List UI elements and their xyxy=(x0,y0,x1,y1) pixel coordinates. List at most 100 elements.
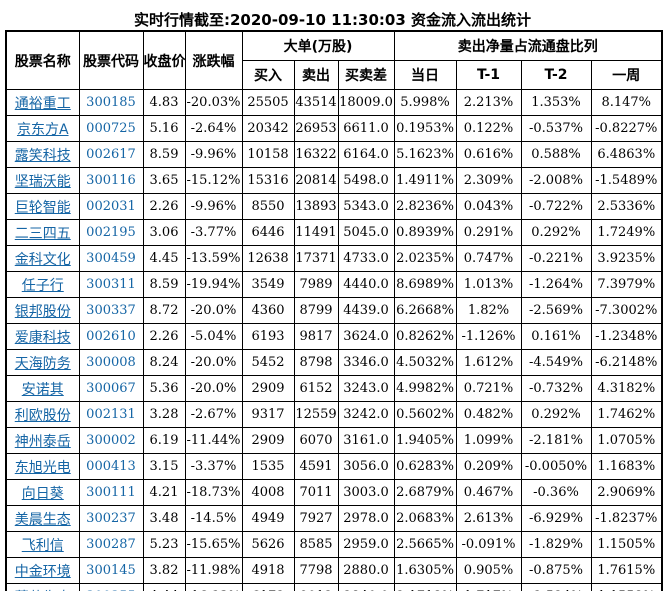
buy-volume: 1535 xyxy=(241,453,295,480)
ratio-t-2: -2.181% xyxy=(520,427,592,454)
stock-name-link[interactable]: 向日葵 xyxy=(5,479,80,506)
stock-name-link[interactable]: 金科文化 xyxy=(5,245,80,272)
stock-name-link[interactable]: 安诺其 xyxy=(5,375,80,402)
change-pct: -15.12% xyxy=(184,167,243,194)
close-price: 3.65 xyxy=(142,167,186,194)
ratio-day: 1.6305% xyxy=(393,557,457,584)
buy-sell-diff: 3346.0 xyxy=(337,349,395,376)
capital-flow-table: 股票名称 股票代码 收盘价 涨跌幅 大单(万股) 卖出净量占流通盘比列 买入 卖… xyxy=(5,30,663,591)
ratio-t-1: 0.482% xyxy=(455,401,522,428)
stock-name-link[interactable]: 京东方A xyxy=(5,115,80,142)
ratio-t-1: 0.747% xyxy=(455,245,522,272)
col-header-t-minus-2: T-2 xyxy=(520,60,592,90)
ratio-week: 1.1683% xyxy=(590,453,663,480)
stock-code: 300185 xyxy=(78,89,144,116)
table-row: 巨轮智能 002031 2.26 -9.96% 8550 13893 5343.0 2.823… xyxy=(5,193,663,220)
ratio-day: 6.2668% xyxy=(393,297,457,324)
stock-name-link[interactable]: 爱康科技 xyxy=(5,323,80,350)
close-price: 3.06 xyxy=(142,219,186,246)
close-price: 2.26 xyxy=(142,323,186,350)
buy-sell-diff: 6164.0 xyxy=(337,141,395,168)
sell-volume: 9817 xyxy=(293,323,339,350)
sell-volume: 8799 xyxy=(293,297,339,324)
ratio-t-1: 2.613% xyxy=(455,505,522,532)
stock-name-link[interactable]: 通裕重工 xyxy=(5,89,80,116)
stock-code: 002617 xyxy=(78,141,144,168)
sell-volume: 8798 xyxy=(293,349,339,376)
stock-name-link[interactable]: 露笑科技 xyxy=(5,141,80,168)
buy-volume: 25505 xyxy=(241,89,295,116)
buy-volume: 3549 xyxy=(241,271,295,298)
ratio-week: -1.8237% xyxy=(590,505,663,532)
table-row: 爱康科技 002610 2.26 -5.04% 6193 9817 3624.0 0.8262… xyxy=(5,323,663,350)
ratio-day: 2.6879% xyxy=(393,479,457,506)
table-header: 股票名称 股票代码 收盘价 涨跌幅 大单(万股) 卖出净量占流通盘比列 买入 卖… xyxy=(5,30,663,90)
buy-volume: 2909 xyxy=(241,375,295,402)
change-pct: -11.44% xyxy=(184,427,243,454)
ratio-t-2: 0.292% xyxy=(520,219,592,246)
ratio-day: 0.8262% xyxy=(393,323,457,350)
ratio-day: 0.6283% xyxy=(393,453,457,480)
ratio-day: 0.5602% xyxy=(393,401,457,428)
ratio-week: 2.9069% xyxy=(590,479,663,506)
ratio-day: 0.8939% xyxy=(393,219,457,246)
header-row-sub: 买入 卖出 买卖差 当日 T-1 T-2 一周 xyxy=(6,60,663,90)
stock-name-link[interactable]: 中金环境 xyxy=(5,557,80,584)
stock-name-link[interactable]: 巨轮智能 xyxy=(5,193,80,220)
table-row: 安诺其 300067 5.36 -20.0% 2909 6152 3243.0 4.9982%… xyxy=(5,375,663,402)
table-row: 中金环境 300145 3.82 -11.98% 4918 7798 2880.0 1.630… xyxy=(5,557,663,584)
stock-name-link[interactable]: 银邦股份 xyxy=(5,297,80,324)
sell-volume: 12559 xyxy=(293,401,339,428)
buy-volume: 5626 xyxy=(241,531,295,558)
sell-volume: 26953 xyxy=(293,115,339,142)
stock-name-link[interactable]: 东旭光电 xyxy=(5,453,80,480)
ratio-week: 2.5336% xyxy=(590,193,663,220)
stock-code: 300111 xyxy=(78,479,144,506)
stock-name-link[interactable]: 利欧股份 xyxy=(5,401,80,428)
col-header-buy-sell-diff: 买卖差 xyxy=(337,60,395,90)
ratio-week: -6.2148% xyxy=(590,349,663,376)
ratio-t-1: 1.099% xyxy=(455,427,522,454)
change-pct: -14.5% xyxy=(184,505,243,532)
table-body: 通裕重工 300185 4.83 -20.03% 25505 43514 18009.0 5.… xyxy=(5,89,663,591)
ratio-t-2: -0.537% xyxy=(520,115,592,142)
stock-code: 300116 xyxy=(78,167,144,194)
change-pct: -9.96% xyxy=(184,141,243,168)
stock-name-link[interactable]: 神州泰岳 xyxy=(5,427,80,454)
sell-volume: 8585 xyxy=(293,531,339,558)
ratio-week: 3.9235% xyxy=(590,245,663,272)
stock-name-link[interactable]: 天海防务 xyxy=(5,349,80,376)
ratio-week: 1.7249% xyxy=(590,219,663,246)
close-price: 3.82 xyxy=(142,557,186,584)
stock-code: 300311 xyxy=(78,271,144,298)
ratio-t-1: 0.467% xyxy=(455,479,522,506)
close-price: 2.26 xyxy=(142,193,186,220)
stock-name-link[interactable]: 蒙草生态 xyxy=(5,583,80,591)
stock-name-link[interactable]: 任子行 xyxy=(5,271,80,298)
ratio-day: 2.1718% xyxy=(393,583,457,591)
close-price: 4.21 xyxy=(142,479,186,506)
change-pct: -13.59% xyxy=(184,245,243,272)
buy-volume: 6172 xyxy=(241,583,295,591)
stock-name-link[interactable]: 飞利信 xyxy=(5,531,80,558)
col-header-t-minus-1: T-1 xyxy=(455,60,522,90)
ratio-t-2: -2.008% xyxy=(520,167,592,194)
sell-volume: 6070 xyxy=(293,427,339,454)
stock-name-link[interactable]: 二三四五 xyxy=(5,219,80,246)
stock-code: 300002 xyxy=(78,427,144,454)
buy-sell-diff: 5343.0 xyxy=(337,193,395,220)
stock-code: 300145 xyxy=(78,557,144,584)
close-price: 3.28 xyxy=(142,401,186,428)
stock-code: 002031 xyxy=(78,193,144,220)
buy-sell-diff: 2959.0 xyxy=(337,531,395,558)
stock-code: 300459 xyxy=(78,245,144,272)
ratio-week: -1.2348% xyxy=(590,323,663,350)
ratio-t-2: -0.732% xyxy=(520,375,592,402)
table-row: 飞利信 300287 5.23 -15.65% 5626 8585 2959.0 2.5665… xyxy=(5,531,663,558)
stock-code: 002131 xyxy=(78,401,144,428)
stock-name-link[interactable]: 美晨生态 xyxy=(5,505,80,532)
stock-name-link[interactable]: 坚瑞沃能 xyxy=(5,167,80,194)
ratio-t-1: 1.82% xyxy=(455,297,522,324)
buy-volume: 4360 xyxy=(241,297,295,324)
buy-sell-diff: 2880.0 xyxy=(337,557,395,584)
